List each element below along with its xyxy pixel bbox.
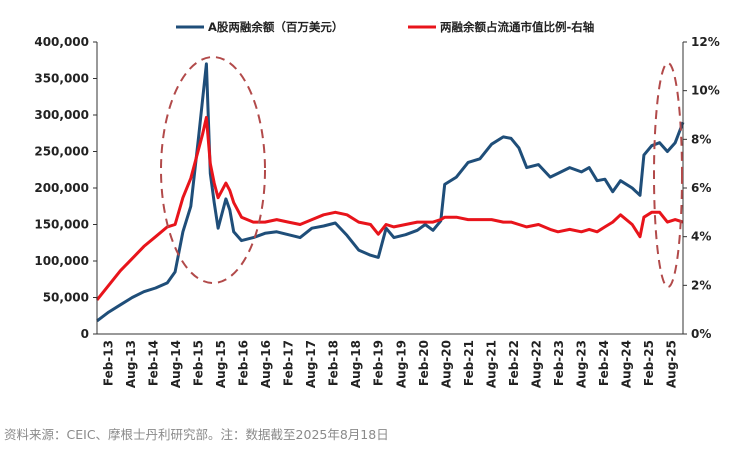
x-tick-label: Feb-18 — [327, 340, 341, 386]
legend-label: 两融余额占流通市值比例-右轴 — [440, 20, 594, 34]
x-tick-label: Feb-16 — [237, 340, 251, 386]
x-axis-ticks: Feb-13 Aug-13 Feb-14 Aug-14 Feb-15 Aug-15 Feb-… — [101, 340, 678, 388]
source-note: 资料来源：CEIC、摩根士丹利研究部。注：数据截至2025年8月18日 — [4, 427, 389, 442]
right-tick-label: 2% — [691, 278, 711, 292]
x-tick-label: Feb-17 — [282, 340, 296, 386]
right-tick-label: 4% — [691, 230, 711, 244]
x-tick-label: Aug-22 — [530, 340, 544, 388]
x-tick-label: Feb-13 — [101, 340, 115, 386]
right-tick-label: 12% — [691, 35, 720, 49]
left-tick-label: 350,000 — [34, 72, 89, 86]
x-tick-label: Aug-24 — [620, 340, 634, 388]
right-tick-label: 8% — [691, 132, 711, 146]
left-tick-label: 250,000 — [34, 145, 89, 159]
series-line-ratio — [95, 115, 684, 301]
left-axis-ticks: 0 50,000 100,000 150,000 200,000 250,000 300,0… — [34, 35, 97, 341]
left-tick-label: 50,000 — [43, 291, 89, 305]
x-tick-label: Feb-23 — [552, 340, 566, 386]
left-tick-label: 400,000 — [34, 35, 89, 49]
left-tick-label: 300,000 — [34, 108, 89, 122]
x-tick-label: Aug-16 — [259, 340, 273, 388]
x-tick-label: Feb-14 — [146, 340, 160, 386]
x-tick-label: Feb-20 — [417, 340, 431, 386]
x-tick-label: Aug-20 — [439, 340, 453, 388]
x-tick-label: Aug-17 — [304, 340, 318, 388]
x-tick-label: Feb-24 — [597, 340, 611, 386]
x-tick-label: Feb-21 — [462, 340, 476, 386]
chart: A股两融余额（百万美元） 两融余额占流通市值比例-右轴 0 50,000 100,00… — [34, 20, 720, 388]
right-axis-ticks: 0% 2% 4% 6% 8% 10% 12% — [683, 35, 720, 341]
left-tick-label: 100,000 — [34, 254, 89, 268]
legend: A股两融余额（百万美元） 两融余额占流通市值比例-右轴 — [176, 20, 594, 34]
x-tick-label: Feb-22 — [507, 340, 521, 386]
series-line-margin-balance — [96, 62, 685, 323]
right-tick-label: 0% — [691, 327, 711, 341]
series-lines — [95, 62, 685, 323]
legend-label: A股两融余额（百万美元） — [208, 20, 343, 34]
x-tick-label: Feb-25 — [642, 340, 656, 386]
highlight-ellipse-2015 — [160, 56, 266, 284]
x-tick-label: Feb-19 — [372, 340, 386, 386]
x-tick-label: Aug-25 — [665, 340, 679, 388]
axes — [96, 42, 684, 335]
right-tick-label: 10% — [691, 84, 720, 98]
x-tick-label: Aug-15 — [214, 340, 228, 388]
x-tick-label: Feb-15 — [191, 340, 205, 386]
right-tick-label: 6% — [691, 181, 711, 195]
x-tick-label: Aug-14 — [169, 340, 183, 388]
left-tick-label: 150,000 — [34, 218, 89, 232]
highlight-ellipse-2025 — [653, 62, 683, 288]
x-tick-label: Aug-18 — [349, 340, 363, 388]
x-tick-label: Aug-21 — [484, 340, 498, 388]
left-tick-label: 200,000 — [34, 181, 89, 195]
x-tick-label: Aug-19 — [394, 340, 408, 388]
x-tick-label: Aug-23 — [575, 340, 589, 388]
left-tick-label: 0 — [81, 327, 89, 341]
x-tick-label: Aug-13 — [124, 340, 138, 388]
